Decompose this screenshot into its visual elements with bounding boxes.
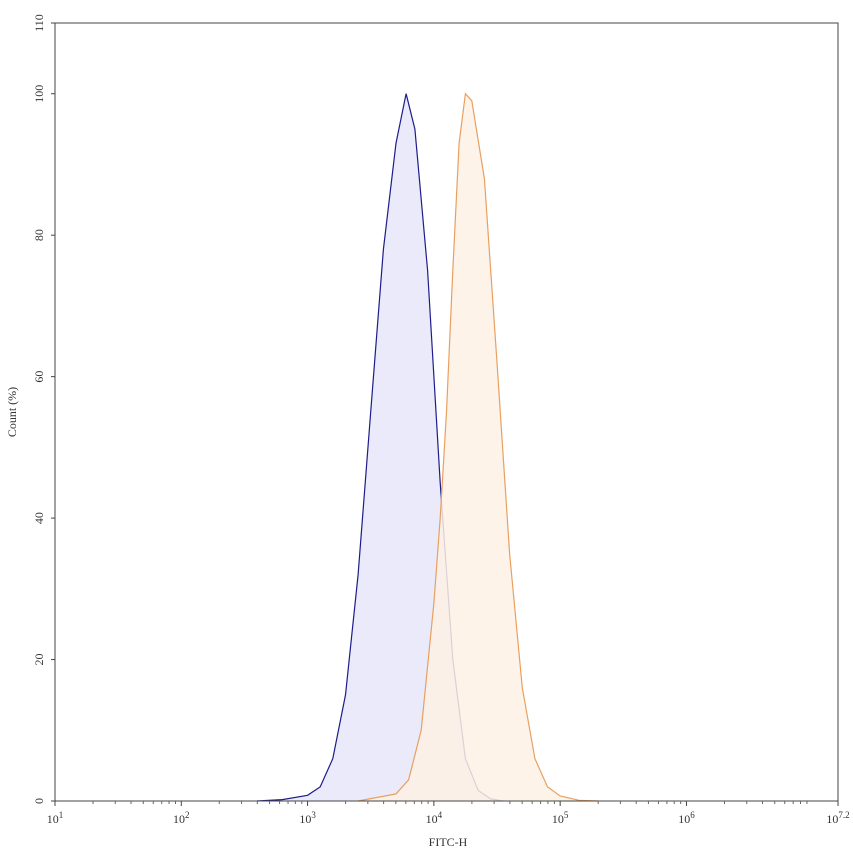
x-tick-label: 102 [173, 810, 190, 826]
x-tick-label: 101 [47, 810, 64, 826]
x-tick-label: 106 [678, 810, 695, 826]
y-tick-label: 60 [32, 371, 46, 383]
y-tick-label: 0 [32, 798, 46, 804]
y-tick-label: 100 [32, 85, 46, 103]
y-tick-label: 40 [32, 512, 46, 524]
x-tick-label: 103 [299, 810, 316, 826]
x-tick-label: 105 [552, 810, 569, 826]
x-tick-label: 107.2 [826, 810, 849, 826]
plot-frame [54, 22, 839, 802]
y-tick-label: 20 [32, 654, 46, 666]
x-tick-label: 104 [426, 810, 443, 826]
y-tick-label: 110 [32, 14, 46, 32]
series-line [357, 92, 599, 802]
x-axis-title: FITC-H [429, 835, 468, 849]
area-fill [358, 93, 598, 801]
y-tick-label: 80 [32, 229, 46, 241]
y-axis-title: Count (%) [5, 387, 19, 437]
